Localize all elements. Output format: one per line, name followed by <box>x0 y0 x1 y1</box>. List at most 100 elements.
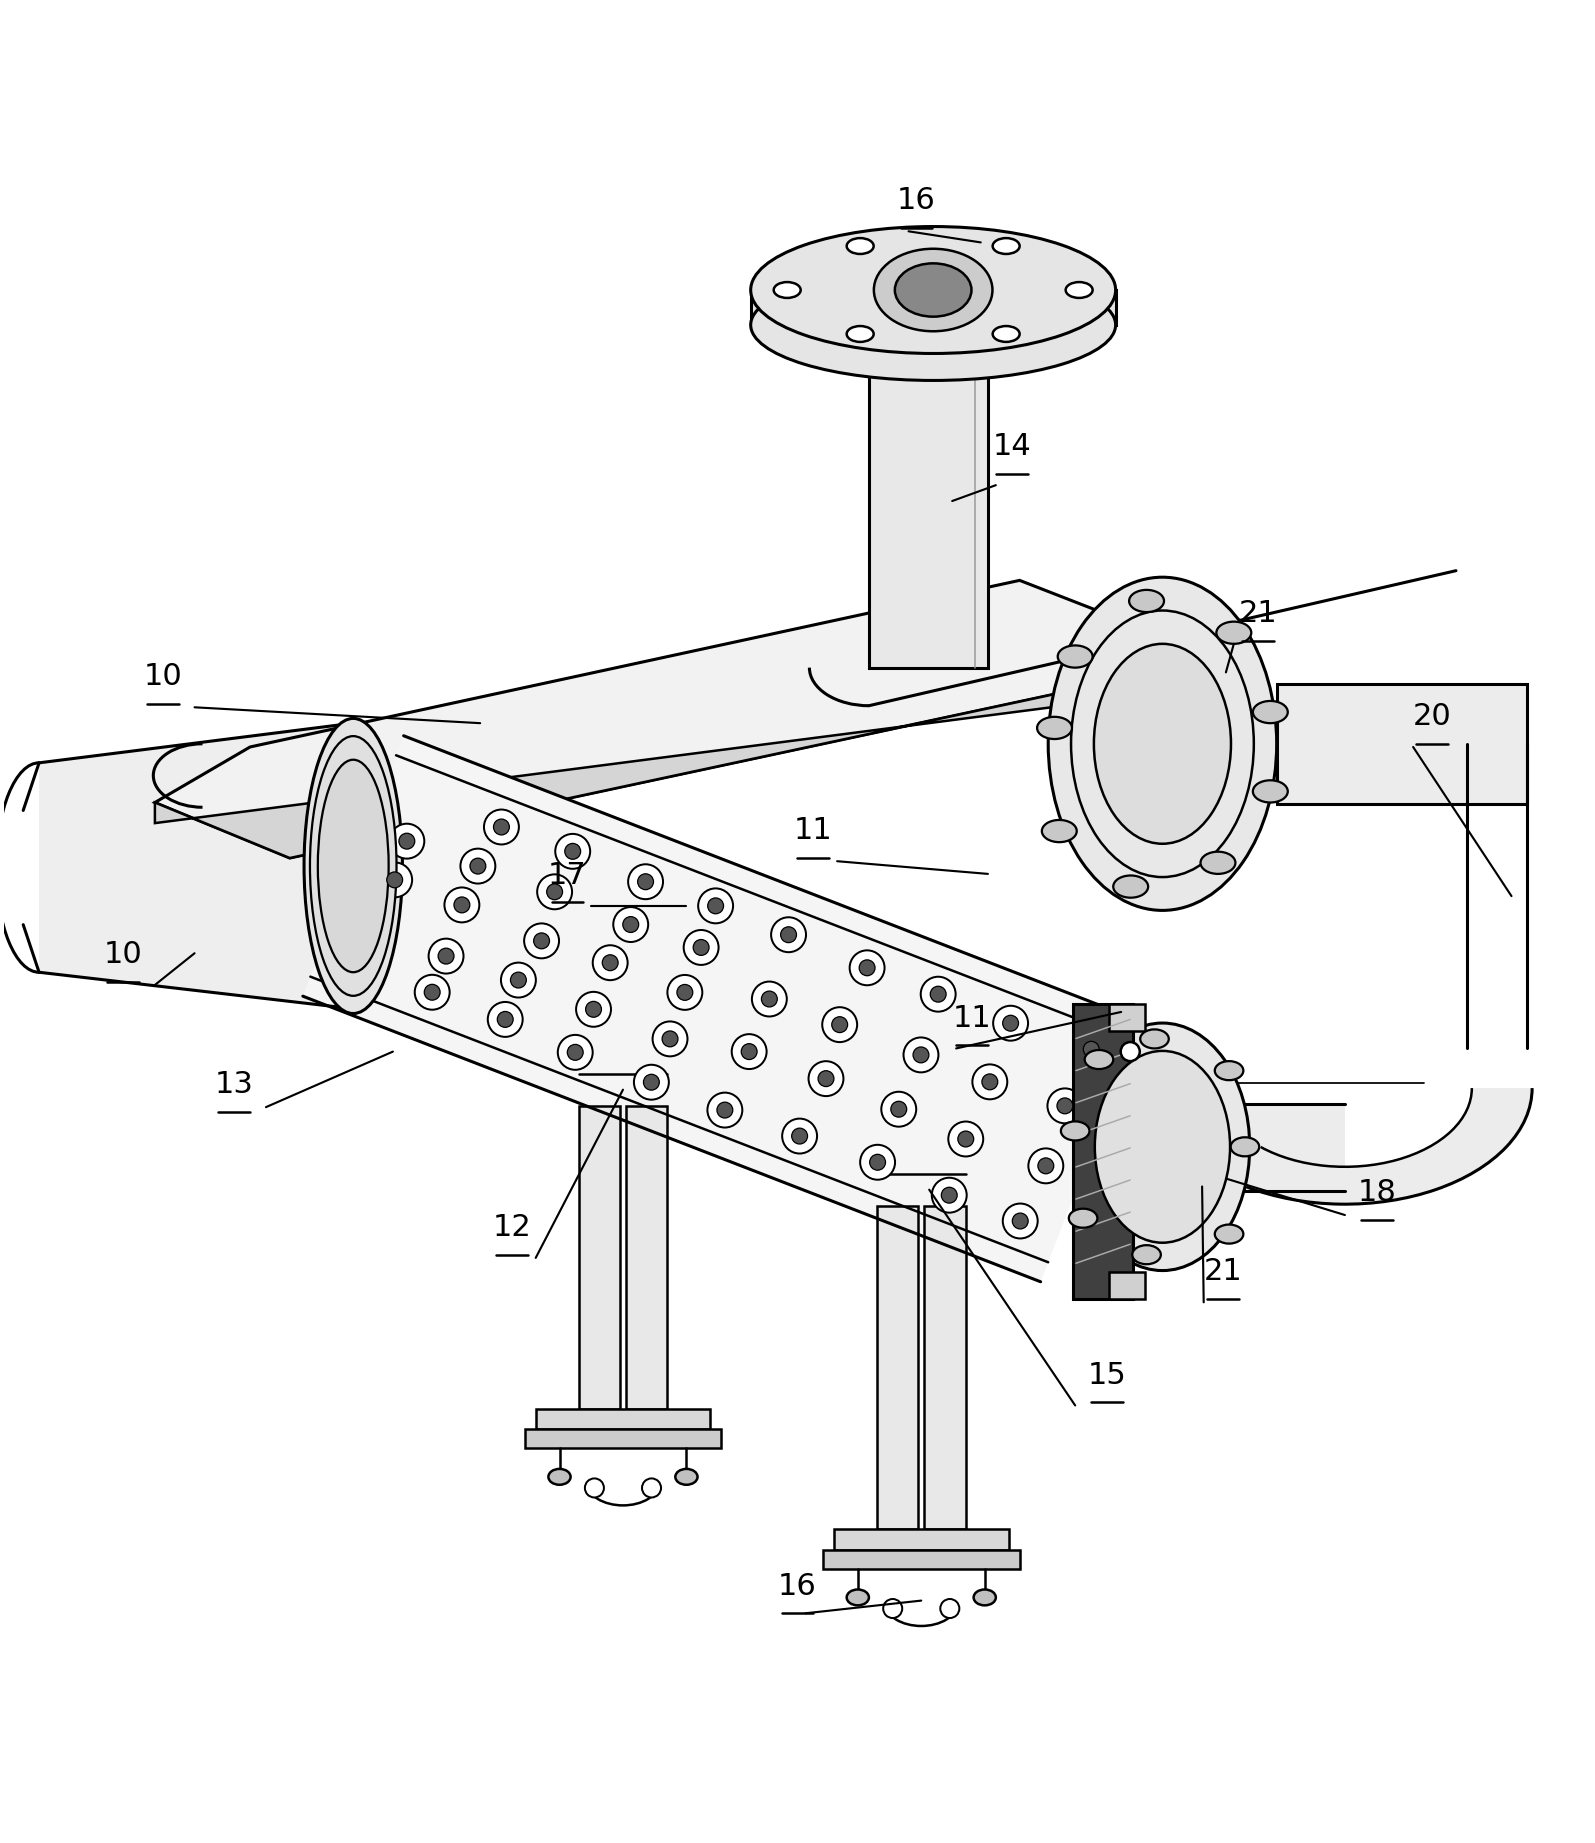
Ellipse shape <box>708 898 724 914</box>
Ellipse shape <box>742 1043 758 1060</box>
Ellipse shape <box>1217 621 1252 643</box>
Polygon shape <box>38 722 352 1008</box>
Ellipse shape <box>684 931 719 966</box>
Ellipse shape <box>445 888 480 922</box>
Ellipse shape <box>761 992 777 1006</box>
Ellipse shape <box>1215 1062 1244 1080</box>
Ellipse shape <box>415 975 450 1010</box>
Ellipse shape <box>1073 1032 1109 1067</box>
Ellipse shape <box>676 984 692 1001</box>
Ellipse shape <box>643 1478 660 1498</box>
Polygon shape <box>1212 1087 1533 1203</box>
Ellipse shape <box>1094 643 1231 844</box>
Ellipse shape <box>1057 1098 1073 1113</box>
Ellipse shape <box>1029 1148 1064 1183</box>
Ellipse shape <box>694 940 710 955</box>
Ellipse shape <box>770 918 805 953</box>
Ellipse shape <box>593 945 628 980</box>
Text: 16: 16 <box>778 1572 817 1600</box>
Ellipse shape <box>959 1132 973 1146</box>
Text: 14: 14 <box>992 433 1030 461</box>
Ellipse shape <box>973 1589 995 1605</box>
Text: 16: 16 <box>896 186 936 216</box>
Ellipse shape <box>461 848 496 883</box>
Text: 11: 11 <box>794 816 833 846</box>
Ellipse shape <box>439 947 455 964</box>
Text: 10: 10 <box>144 662 182 691</box>
Ellipse shape <box>884 1600 903 1618</box>
Ellipse shape <box>547 885 563 899</box>
Ellipse shape <box>558 1036 593 1069</box>
Text: 11: 11 <box>952 1004 992 1032</box>
Text: 12: 12 <box>493 1213 531 1242</box>
Ellipse shape <box>675 1469 697 1485</box>
Ellipse shape <box>498 1012 514 1027</box>
Ellipse shape <box>576 992 611 1027</box>
Ellipse shape <box>930 986 946 1003</box>
Ellipse shape <box>1201 851 1236 874</box>
Ellipse shape <box>1254 700 1287 722</box>
Ellipse shape <box>483 809 518 844</box>
Polygon shape <box>627 1106 667 1408</box>
Polygon shape <box>1109 1004 1145 1030</box>
Polygon shape <box>1051 636 1163 708</box>
Text: 13: 13 <box>215 1071 254 1098</box>
Ellipse shape <box>555 833 590 868</box>
Ellipse shape <box>525 923 558 958</box>
Ellipse shape <box>1132 1246 1161 1264</box>
Ellipse shape <box>1121 1041 1140 1062</box>
Ellipse shape <box>1070 610 1254 877</box>
Ellipse shape <box>429 938 464 973</box>
Ellipse shape <box>920 977 955 1012</box>
Ellipse shape <box>1003 1015 1019 1030</box>
Ellipse shape <box>983 1074 998 1089</box>
Text: 10: 10 <box>104 940 142 969</box>
Polygon shape <box>579 1106 620 1408</box>
Ellipse shape <box>1065 282 1093 299</box>
Polygon shape <box>1276 684 1528 804</box>
Ellipse shape <box>638 874 654 890</box>
Ellipse shape <box>1215 1224 1244 1244</box>
Ellipse shape <box>662 1030 678 1047</box>
Ellipse shape <box>628 864 664 899</box>
Ellipse shape <box>585 1478 605 1498</box>
Ellipse shape <box>1003 1203 1038 1238</box>
Text: 21: 21 <box>1238 599 1278 628</box>
Ellipse shape <box>780 927 796 942</box>
Ellipse shape <box>1048 1089 1083 1124</box>
Text: 20: 20 <box>1413 702 1451 732</box>
Ellipse shape <box>510 971 526 988</box>
Ellipse shape <box>633 1065 668 1100</box>
Polygon shape <box>751 289 1115 324</box>
Ellipse shape <box>903 1038 938 1073</box>
Ellipse shape <box>931 1178 967 1213</box>
Ellipse shape <box>751 982 786 1017</box>
Ellipse shape <box>305 719 402 1014</box>
Ellipse shape <box>831 1017 847 1032</box>
Polygon shape <box>1109 1272 1145 1299</box>
Ellipse shape <box>782 1119 817 1154</box>
Ellipse shape <box>389 824 424 859</box>
Ellipse shape <box>1085 1051 1113 1069</box>
Ellipse shape <box>488 1003 523 1038</box>
Ellipse shape <box>1231 1137 1258 1156</box>
Ellipse shape <box>652 1021 687 1056</box>
Polygon shape <box>925 1205 965 1530</box>
Ellipse shape <box>949 1122 983 1156</box>
Polygon shape <box>869 334 987 667</box>
Ellipse shape <box>667 975 702 1010</box>
Ellipse shape <box>847 326 874 343</box>
Ellipse shape <box>860 1145 895 1180</box>
Ellipse shape <box>538 874 573 909</box>
Ellipse shape <box>912 1047 928 1063</box>
Ellipse shape <box>874 249 992 332</box>
Ellipse shape <box>708 1093 742 1128</box>
Ellipse shape <box>1038 1157 1054 1174</box>
Ellipse shape <box>751 227 1115 354</box>
Ellipse shape <box>501 962 536 997</box>
Ellipse shape <box>1083 1041 1099 1058</box>
Polygon shape <box>525 1428 721 1449</box>
Ellipse shape <box>941 1187 957 1203</box>
Ellipse shape <box>850 951 885 986</box>
Ellipse shape <box>603 955 619 971</box>
